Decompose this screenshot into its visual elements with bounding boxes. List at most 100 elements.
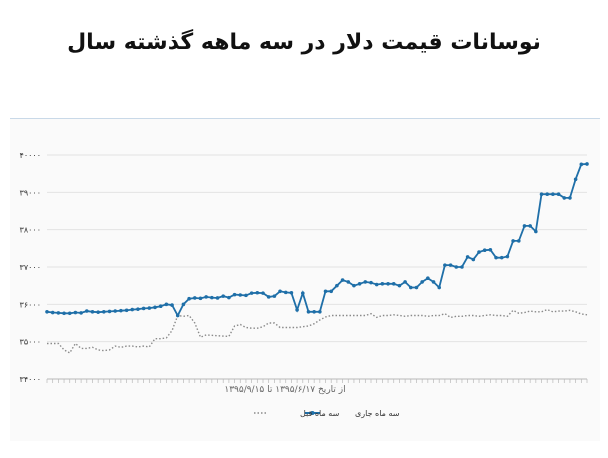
legend: سه ماه جاری سه ماه قبل — [254, 409, 400, 418]
data-point — [295, 308, 299, 312]
data-point — [528, 224, 532, 228]
data-point — [113, 309, 118, 313]
data-point — [50, 310, 55, 315]
data-point — [96, 310, 100, 314]
data-point — [522, 224, 527, 228]
data-point — [357, 282, 362, 286]
chart-title: نوسانات قیمت دلار در سه ماهه گذشته سال — [67, 30, 541, 55]
data-point — [431, 280, 436, 284]
data-point — [210, 295, 214, 300]
y-tick-label: ۳۴۰۰۰ — [20, 375, 41, 384]
data-point — [198, 296, 203, 301]
data-point — [90, 310, 95, 314]
y-tick-label: ۳۶۰۰۰ — [20, 300, 41, 309]
data-point — [369, 280, 373, 285]
data-point — [79, 311, 83, 315]
x-axis — [46, 378, 588, 383]
data-point — [414, 285, 419, 290]
y-tick-label: ۳۹۰۰۰ — [20, 188, 41, 197]
data-point — [192, 296, 197, 300]
data-point — [488, 248, 493, 252]
data-point — [408, 285, 413, 290]
data-point — [272, 294, 277, 298]
data-point — [244, 293, 248, 298]
data-point — [340, 278, 345, 282]
data-point — [551, 192, 555, 196]
data-point — [477, 250, 481, 254]
data-point — [352, 283, 356, 288]
data-point — [73, 310, 78, 315]
data-point — [386, 282, 390, 286]
data-point — [511, 239, 515, 243]
data-point — [448, 263, 453, 267]
data-point — [306, 310, 311, 314]
data-point — [380, 282, 385, 286]
data-point — [568, 196, 572, 200]
data-point — [232, 292, 237, 297]
y-tick-label: ۳۷۰۰۰ — [20, 263, 41, 272]
series-line-previous — [47, 308, 588, 354]
data-point — [346, 280, 351, 284]
data-point — [545, 192, 550, 196]
y-tick-label: ۴۰۰۰۰ — [20, 151, 41, 160]
data-point — [329, 289, 334, 294]
data-point — [454, 265, 459, 269]
y-axis-ticks: ۳۴۰۰۰ ۳۵۰۰۰ ۳۶۰۰۰ ۳۷۰۰۰ ۳۸۰۰۰ ۳۹۰۰۰ ۴۰۰۰۰ — [20, 151, 41, 384]
line-chart: ۳۴۰۰۰ ۳۵۰۰۰ ۳۶۰۰۰ ۳۷۰۰۰ ۳۸۰۰۰ ۳۹۰۰۰ ۴۰۰۰۰ از ت… — [20, 151, 589, 418]
data-point — [181, 302, 186, 307]
x-axis-label: از تاریخ ۱۳۹۵/۶/۱۷ تا ۱۳۹۵/۹/۱۵ — [224, 385, 345, 395]
data-point — [556, 192, 561, 196]
data-point — [443, 263, 447, 267]
data-point — [141, 306, 146, 311]
data-point — [426, 276, 430, 280]
data-point — [62, 311, 66, 316]
data-point — [374, 282, 379, 287]
data-point — [147, 306, 152, 310]
data-point — [391, 282, 396, 286]
data-point — [482, 248, 487, 252]
data-point — [84, 309, 89, 313]
data-point — [255, 290, 260, 295]
data-point — [175, 313, 180, 318]
data-point — [204, 295, 208, 299]
data-point — [283, 290, 288, 295]
data-point — [153, 305, 157, 310]
data-point — [300, 291, 305, 295]
data-point — [516, 239, 521, 243]
data-point — [363, 280, 368, 284]
data-point — [335, 283, 339, 288]
data-point — [45, 310, 49, 314]
data-point — [579, 162, 584, 167]
legend-marker-current — [310, 411, 315, 415]
data-point — [158, 304, 163, 308]
data-point — [534, 229, 538, 234]
data-point — [56, 311, 61, 315]
data-point — [397, 283, 402, 288]
data-point — [539, 192, 544, 196]
grid-lines — [47, 154, 587, 380]
data-point — [136, 307, 140, 311]
series-group — [45, 162, 589, 354]
data-point — [585, 162, 589, 166]
data-point — [130, 307, 135, 312]
data-point — [318, 310, 322, 314]
data-point — [562, 196, 567, 200]
data-point — [215, 296, 220, 300]
data-point — [465, 255, 470, 259]
data-point — [102, 310, 106, 314]
series-line-current — [46, 163, 588, 318]
data-point — [119, 308, 123, 313]
data-point — [323, 289, 328, 294]
data-point — [403, 280, 407, 284]
data-point — [505, 254, 510, 259]
data-point — [164, 302, 169, 307]
chart-panel: ۳۴۰۰۰ ۳۵۰۰۰ ۳۶۰۰۰ ۳۷۰۰۰ ۳۸۰۰۰ ۳۹۰۰۰ ۴۰۰۰۰ از ت… — [10, 118, 600, 441]
data-point — [573, 177, 578, 182]
y-tick-label: ۳۵۰۰۰ — [20, 338, 41, 347]
data-point — [437, 285, 442, 290]
data-point — [261, 291, 265, 295]
legend-label-previous: سه ماه قبل — [300, 409, 340, 418]
data-point — [460, 265, 464, 269]
data-point — [124, 308, 129, 313]
data-point — [471, 257, 476, 262]
